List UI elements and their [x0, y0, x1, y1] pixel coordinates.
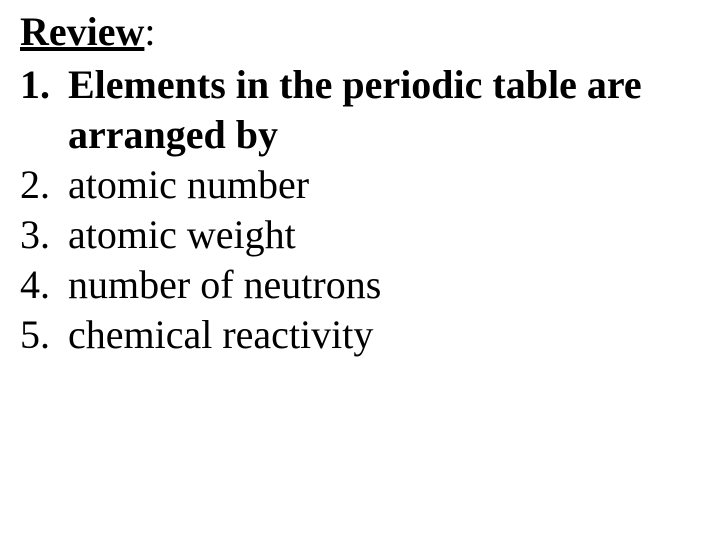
item-text: chemical reactivity	[68, 310, 700, 360]
item-text: atomic weight	[68, 210, 700, 260]
heading-colon: :	[144, 9, 155, 54]
heading-line: Review:	[20, 8, 700, 56]
item-text: atomic number	[68, 160, 700, 210]
item-number: 5.	[20, 310, 68, 360]
list-item: 3. atomic weight	[20, 210, 700, 260]
list-item: 1. Elements in the periodic table are ar…	[20, 60, 700, 160]
list-item: 5. chemical reactivity	[20, 310, 700, 360]
item-text: number of neutrons	[68, 260, 700, 310]
item-number: 3.	[20, 210, 68, 260]
item-number: 1.	[20, 60, 68, 160]
list-item: 2. atomic number	[20, 160, 700, 210]
item-number: 4.	[20, 260, 68, 310]
review-list: 1. Elements in the periodic table are ar…	[20, 60, 700, 360]
document-container: Review: 1. Elements in the periodic tabl…	[20, 8, 700, 360]
item-number: 2.	[20, 160, 68, 210]
item-text: Elements in the periodic table are arran…	[68, 60, 700, 160]
list-item: 4. number of neutrons	[20, 260, 700, 310]
review-heading: Review	[20, 9, 144, 54]
